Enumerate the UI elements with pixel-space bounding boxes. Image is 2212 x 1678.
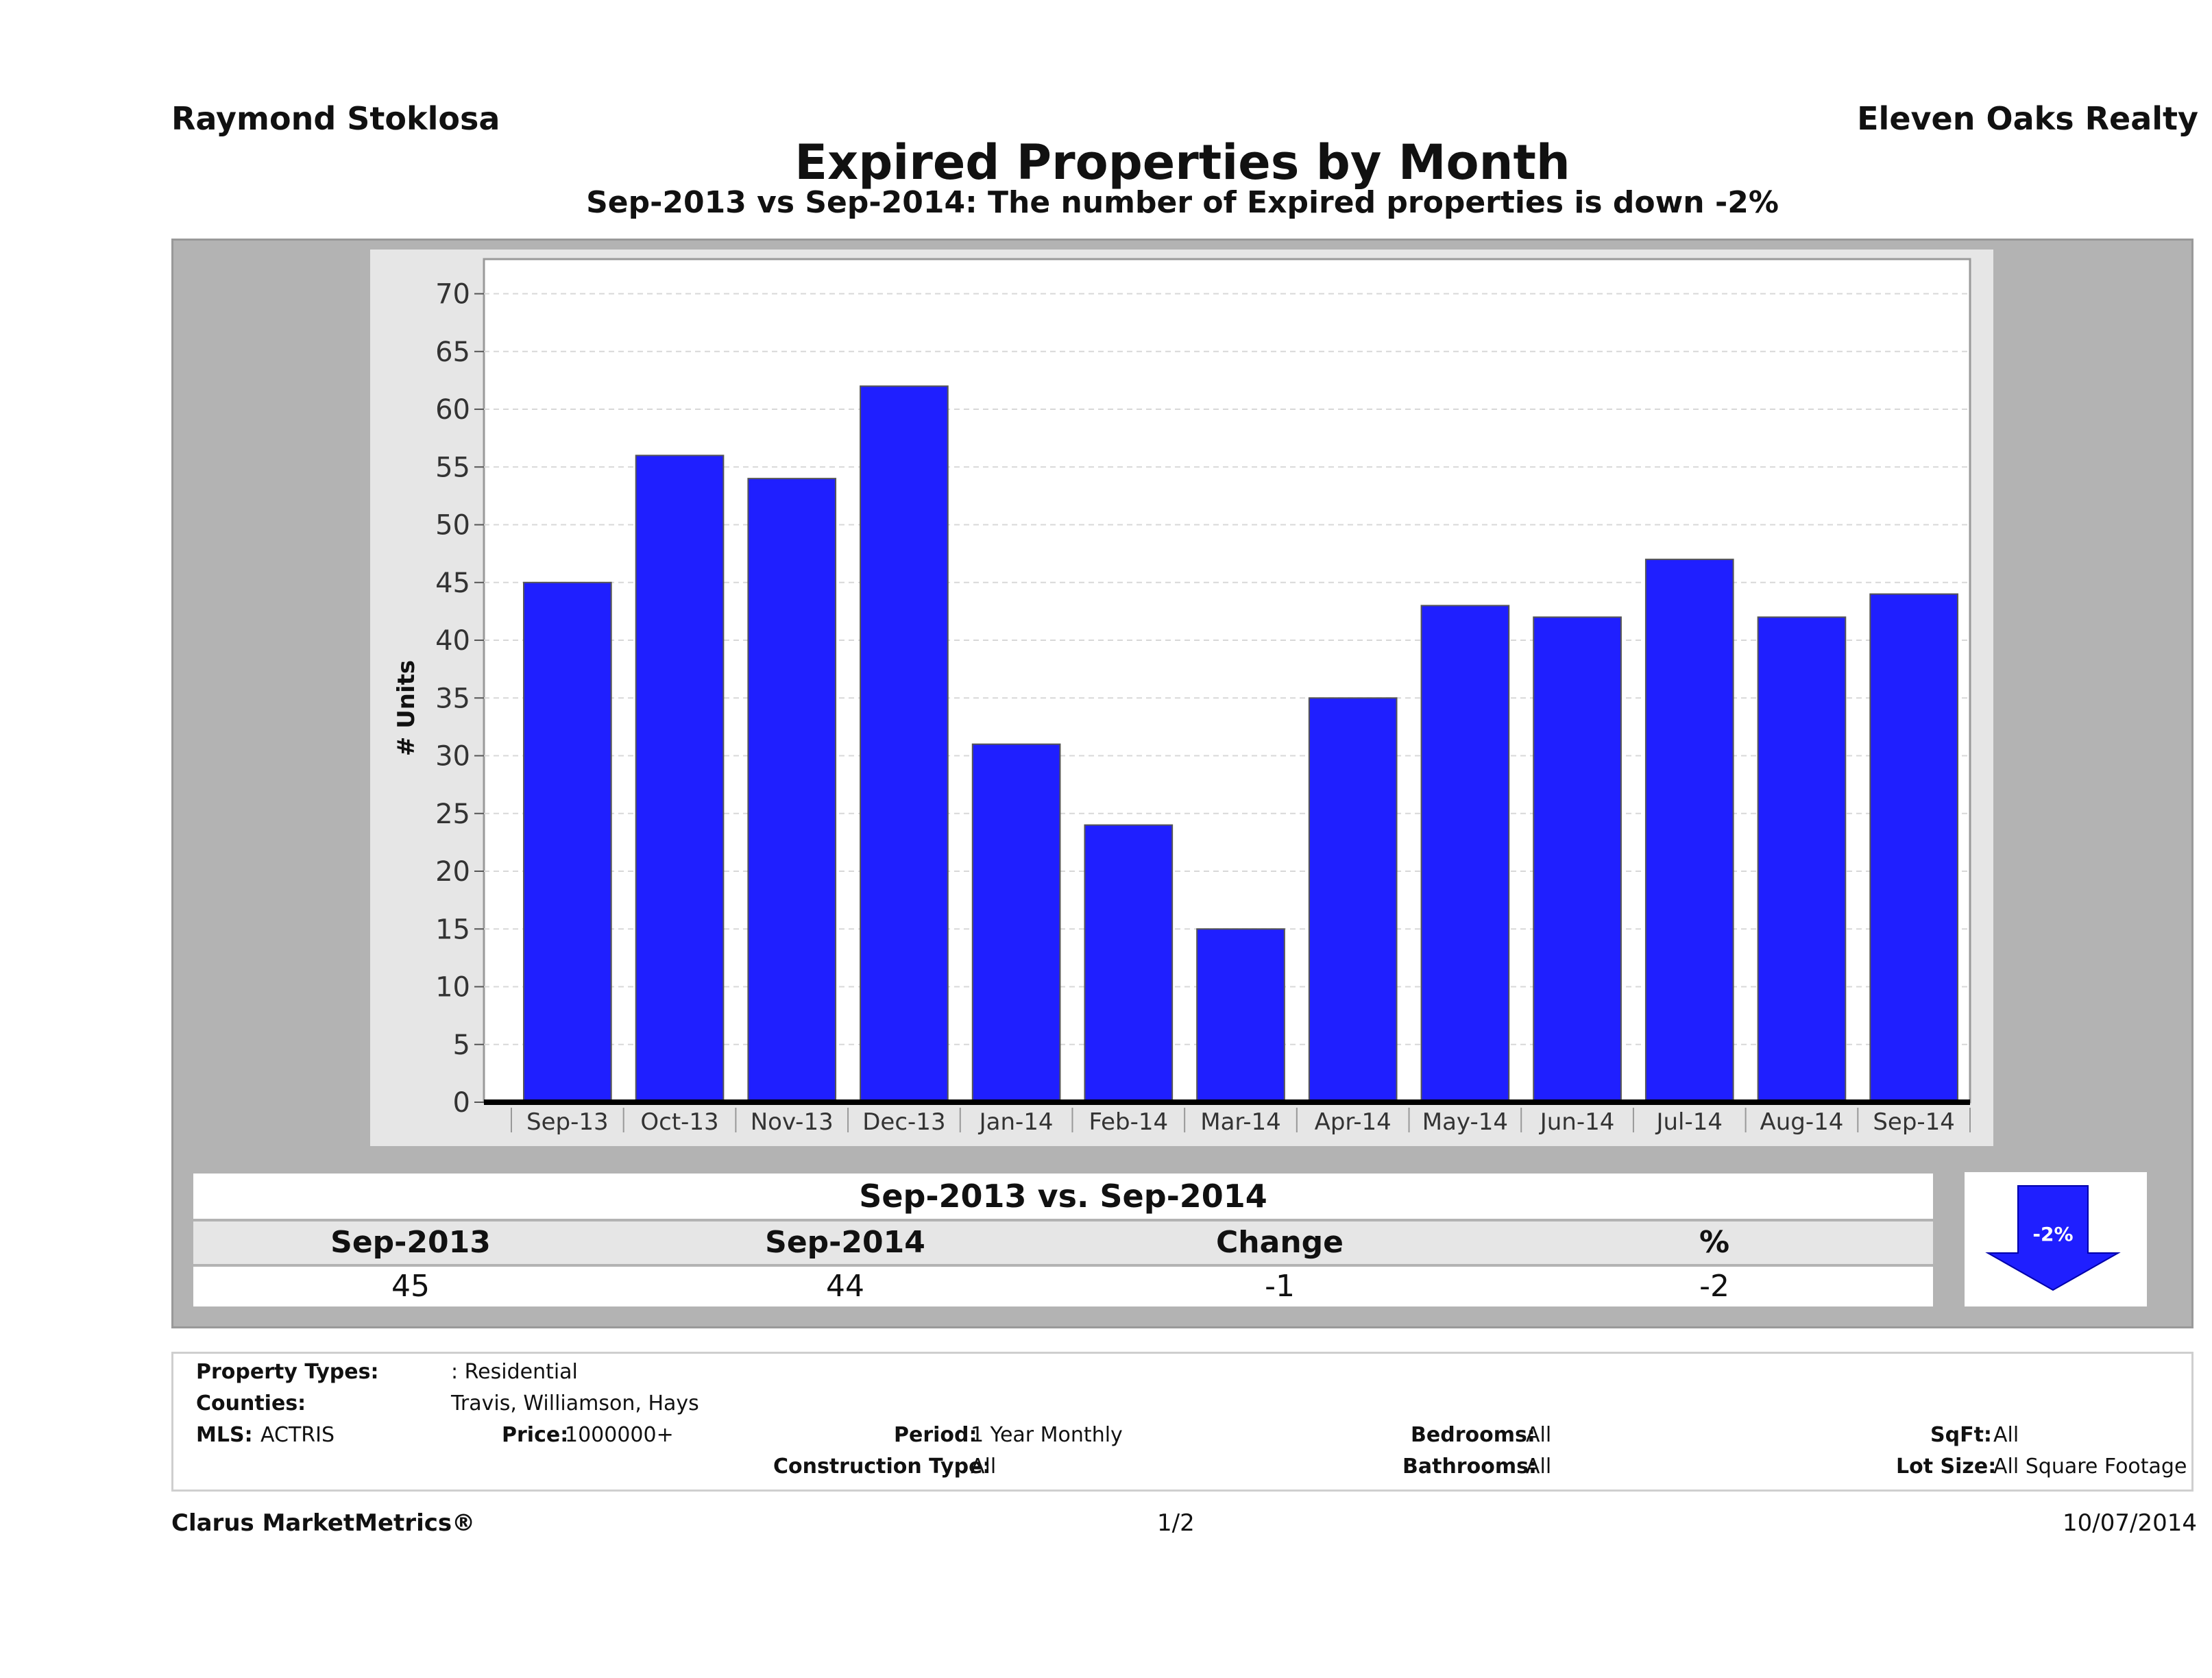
y-tick-label: 40 xyxy=(435,625,470,657)
counties-value: Travis, Williamson, Hays xyxy=(451,1391,699,1415)
company-name: Eleven Oaks Realty xyxy=(1857,100,2198,137)
bathrooms-label: Bathrooms: xyxy=(1402,1455,1537,1479)
y-tick-label: 55 xyxy=(435,452,470,483)
bar-chart: 0 5 10 15 20 25 30 35 40 45 50 55 60 65 70 # Units Sep-1… xyxy=(393,258,1971,1136)
chart-panel: 0 5 10 15 20 25 30 35 40 45 50 55 60 65 70 # Units Sep-1… xyxy=(370,250,1993,1146)
bathrooms-value: All xyxy=(1526,1455,1552,1479)
x-tick-label: Dec-13 xyxy=(862,1108,945,1136)
y-tick-label: 5 xyxy=(453,1030,470,1061)
property-types-label: Property Types: xyxy=(196,1360,379,1384)
bar xyxy=(1533,616,1622,1103)
x-tick-label: Jul-14 xyxy=(1655,1108,1723,1136)
criteria-panel xyxy=(171,1352,2193,1492)
bar xyxy=(523,581,612,1103)
x-tick-label: Sep-13 xyxy=(526,1108,609,1136)
x-tick-label: May-14 xyxy=(1422,1108,1508,1136)
price-label: Price: xyxy=(502,1423,569,1447)
summary-header-change: Change xyxy=(1216,1225,1344,1260)
bar xyxy=(860,385,949,1104)
bar xyxy=(747,478,837,1104)
period-value: 1 Year Monthly xyxy=(971,1423,1123,1447)
period-label: Period: xyxy=(894,1423,977,1447)
trend-badge-text: -2% xyxy=(2032,1223,2073,1245)
y-tick-label: 50 xyxy=(435,510,470,542)
counties-label: Counties: xyxy=(196,1391,306,1415)
summary-header-sep2014: Sep-2014 xyxy=(765,1225,925,1260)
x-tick-label: Oct-13 xyxy=(640,1108,718,1136)
bar xyxy=(635,454,725,1103)
price-value: 1000000+ xyxy=(565,1423,674,1447)
summary-value-sep2013: 45 xyxy=(391,1269,430,1304)
y-tick-label: 30 xyxy=(435,741,470,773)
y-tick-label: 65 xyxy=(435,337,470,368)
summary-values-row: 45 44 -1 -2 xyxy=(193,1267,1933,1306)
summary-title: Sep-2013 vs. Sep-2014 xyxy=(193,1174,1933,1219)
bar xyxy=(1084,824,1174,1104)
property-types-value: : Residential xyxy=(451,1360,578,1384)
x-tick-label: Feb-14 xyxy=(1089,1108,1168,1136)
summary-value-sep2014: 44 xyxy=(826,1269,864,1304)
y-tick-label: 25 xyxy=(435,799,470,830)
summary-value-percent: -2 xyxy=(1699,1269,1729,1304)
mls-value: ACTRIS xyxy=(260,1423,335,1447)
y-tick-label: 0 xyxy=(453,1087,470,1119)
summary-header-row: Sep-2013 Sep-2014 Change % xyxy=(193,1221,1933,1264)
x-tick-label: Sep-14 xyxy=(1873,1108,1955,1136)
bar xyxy=(1196,928,1285,1103)
bar xyxy=(1644,559,1734,1103)
bedrooms-value: All xyxy=(1526,1423,1552,1447)
y-tick-label: 70 xyxy=(435,279,470,311)
construction-type-label: Construction Type: xyxy=(773,1455,991,1479)
bar xyxy=(971,743,1061,1103)
bedrooms-label: Bedrooms: xyxy=(1411,1423,1535,1447)
page-number: 1/2 xyxy=(1157,1509,1195,1537)
construction-type-value: All xyxy=(971,1455,997,1479)
y-axis-label: # Units xyxy=(393,660,420,756)
y-tick-label: 15 xyxy=(435,914,470,945)
y-tick-label: 60 xyxy=(435,394,470,426)
x-tick-label: Nov-13 xyxy=(751,1108,834,1136)
x-tick-label: Apr-14 xyxy=(1315,1108,1391,1136)
footer-date: 10/07/2014 xyxy=(2063,1509,2197,1537)
y-tick-label: 20 xyxy=(435,856,470,888)
x-tick-label: Jun-14 xyxy=(1539,1108,1615,1136)
bar xyxy=(1308,697,1398,1103)
trend-box: -2% xyxy=(1965,1172,2147,1306)
y-tick-label: 45 xyxy=(435,568,470,599)
lot-size-value: All Square Footage xyxy=(1993,1455,2187,1479)
x-tick-label: Aug-14 xyxy=(1760,1108,1844,1136)
x-tick-label: Mar-14 xyxy=(1200,1108,1281,1136)
summary-header-percent: % xyxy=(1699,1225,1730,1260)
y-tick-label: 10 xyxy=(435,972,470,1004)
bar xyxy=(1869,593,1958,1103)
footer-brand: Clarus MarketMetrics® xyxy=(171,1509,476,1537)
summary-value-change: -1 xyxy=(1265,1269,1295,1304)
agent-name: Raymond Stoklosa xyxy=(171,100,500,137)
chart-subtitle: Sep-2013 vs Sep-2014: The number of Expi… xyxy=(586,185,1779,220)
lot-size-label: Lot Size: xyxy=(1896,1455,1997,1479)
y-tick-label: 35 xyxy=(435,683,470,714)
bar xyxy=(1420,605,1510,1103)
summary-header-sep2013: Sep-2013 xyxy=(330,1225,491,1260)
sqft-label: SqFt: xyxy=(1930,1423,1992,1447)
x-tick-label: Jan-14 xyxy=(978,1108,1054,1136)
down-arrow-icon: -2% xyxy=(1985,1185,2121,1291)
sqft-value: All xyxy=(1993,1423,2019,1447)
mls-label: MLS: xyxy=(196,1423,253,1447)
chart-title: Expired Properties by Month xyxy=(794,134,1570,191)
bar xyxy=(1757,616,1847,1103)
